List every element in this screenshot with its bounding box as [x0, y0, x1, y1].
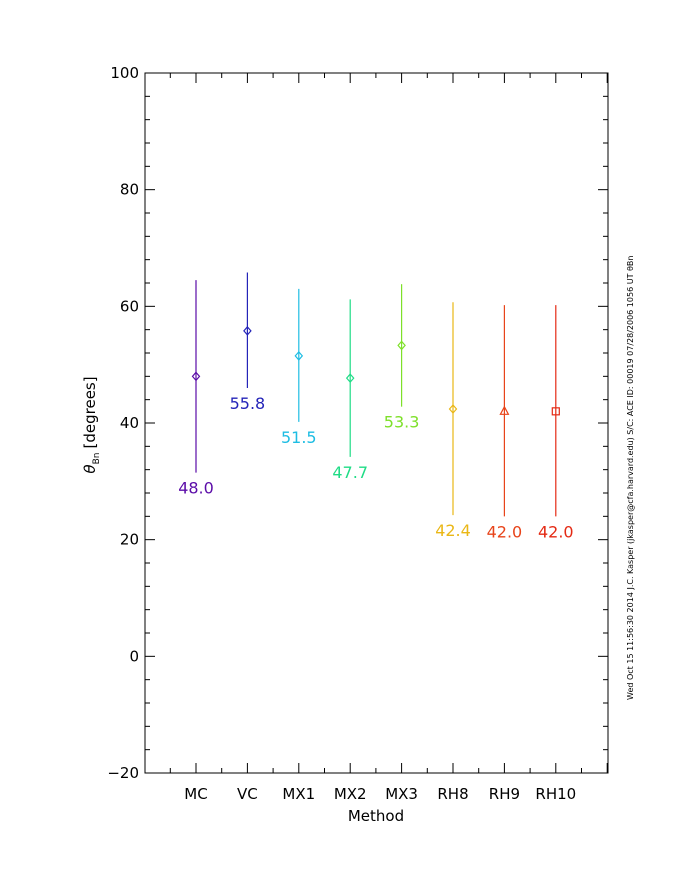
y-tick-label: 0	[129, 647, 139, 665]
triangle-marker	[499, 405, 510, 415]
y-axis-label-subscript: Bn	[92, 453, 102, 465]
data-point-mx2: 47.7	[332, 299, 368, 482]
data-label: 42.4	[435, 521, 471, 540]
data-label: 42.0	[538, 522, 574, 541]
square-marker	[551, 407, 560, 416]
y-tick-label: 100	[110, 64, 139, 82]
data-series: 48.0 55.8 51.5 47.7 53.3 42.4 42.0 42.0	[178, 272, 574, 541]
diamond-marker	[397, 340, 406, 351]
x-tick-label: MX3	[385, 785, 418, 803]
data-point-rh10: 42.0	[538, 305, 574, 541]
data-label: 55.8	[230, 394, 266, 413]
footer-annotation: Wed Oct 15 11:56:30 2014 J.C. Kasper (jk…	[626, 255, 635, 700]
data-point-rh8: 42.4	[435, 302, 471, 540]
diamond-marker	[243, 325, 252, 336]
y-tick-labels: −20 0 20 40 60 80 100	[107, 64, 139, 782]
diamond-marker	[345, 373, 355, 383]
data-label: 48.0	[178, 479, 214, 498]
data-point-mx1: 51.5	[281, 288, 317, 447]
x-tick-label: MX1	[282, 785, 315, 803]
y-axis-label: θBn [degrees]	[81, 376, 102, 473]
data-point-vc: 55.8	[230, 272, 266, 413]
x-tick-label: RH8	[437, 785, 468, 803]
data-point-rh9: 42.0	[487, 305, 523, 541]
y-axis-label-theta: θ	[81, 464, 99, 473]
y-tick-label: 80	[120, 181, 139, 199]
x-tick-label: RH9	[489, 785, 520, 803]
plot-axes	[144, 72, 609, 774]
plot-frame	[144, 72, 609, 774]
x-tick-labels: MC VC MX1 MX2 MX3 RH8 RH9 RH10	[184, 785, 576, 803]
x-tick-label: MX2	[334, 785, 367, 803]
data-point-mx3: 53.3	[384, 284, 420, 432]
diamond-marker	[448, 404, 458, 414]
y-tick-label: 60	[120, 297, 139, 315]
x-tick-label: RH10	[535, 785, 576, 803]
x-tick-label: MC	[184, 785, 207, 803]
diamond-marker	[294, 351, 304, 361]
x-tick-label: VC	[237, 785, 258, 803]
data-label: 53.3	[384, 413, 420, 432]
x-axis-label: Method	[348, 807, 404, 825]
data-label: 47.7	[332, 463, 368, 482]
y-tick-label: 40	[120, 414, 139, 432]
data-label: 51.5	[281, 428, 317, 447]
y-tick-label: 20	[120, 531, 139, 549]
y-axis-label-unit: [degrees]	[81, 376, 99, 448]
data-point-mc: 48.0	[178, 280, 214, 498]
y-tick-label: −20	[107, 764, 139, 782]
diamond-marker	[191, 371, 201, 382]
data-label: 42.0	[487, 522, 523, 541]
